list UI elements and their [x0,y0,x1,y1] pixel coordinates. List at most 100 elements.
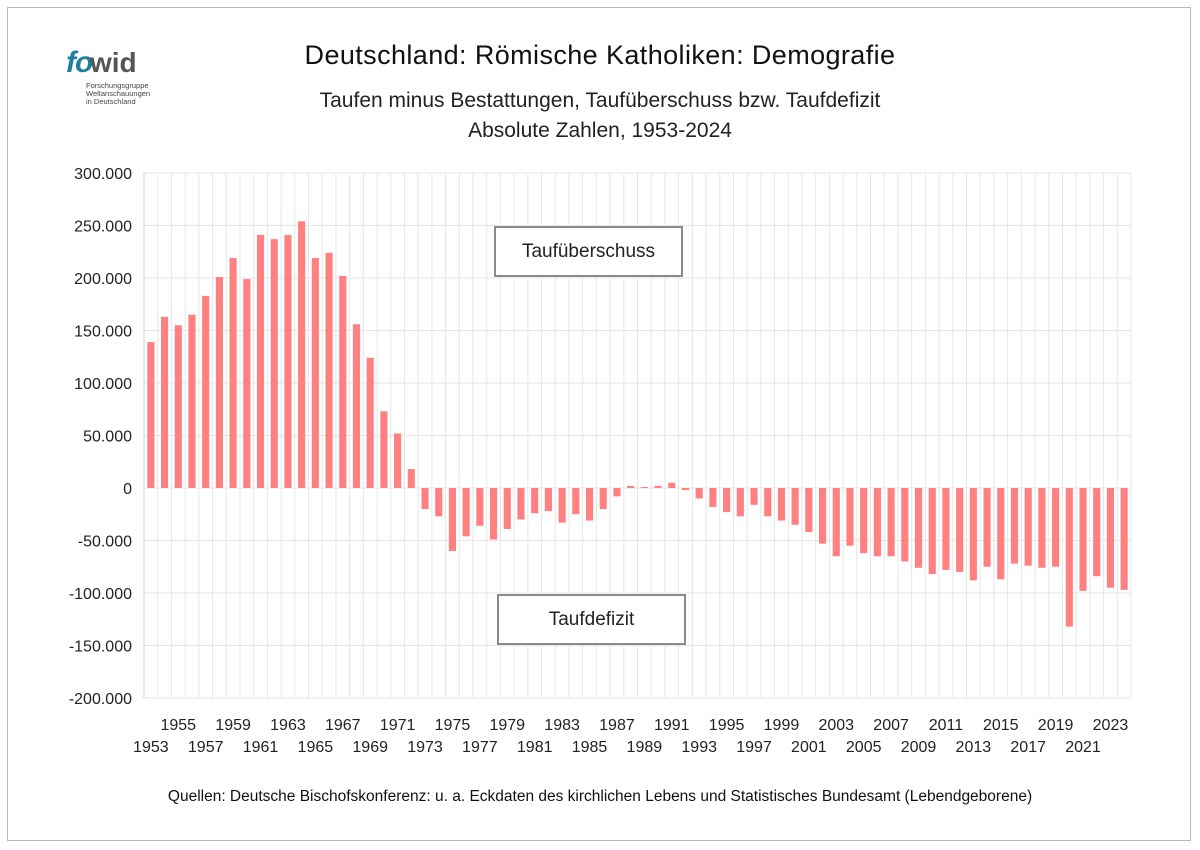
bar-1986 [599,488,607,509]
logo-fo-text: fo [66,46,93,79]
bar-2009 [914,488,923,568]
y-tick-label: 50.000 [83,429,132,446]
logo-wid-text: wid [90,47,137,78]
x-tick-label: 1971 [380,717,416,734]
bar-1995 [723,488,731,513]
y-tick-label: 250.000 [74,219,132,236]
x-tick-label: 1957 [188,739,224,756]
chart-frame [7,7,1191,841]
x-tick-label: 2015 [983,717,1019,734]
x-tick-label: 1993 [681,739,717,756]
bar-1969 [366,357,374,488]
bar-1997 [750,488,758,505]
x-tick-label: 2013 [956,739,992,756]
bar-1957 [202,295,210,488]
bar-2018 [1038,488,1046,568]
bar-2003 [832,488,840,557]
bar-2019 [1052,488,1060,567]
logo-subtext-line2: Weltanschauungen [86,89,151,98]
x-tick-label: 1969 [352,739,388,756]
bar-2008 [901,488,909,562]
x-tick-label: 1955 [160,717,196,734]
bar-1960 [243,279,251,488]
x-tick-label: 2001 [791,739,827,756]
x-tick-label: 2019 [1038,717,1074,734]
bar-2021 [1079,488,1087,591]
bar-1998 [764,488,772,517]
bar-1953 [147,342,155,488]
x-tick-label: 2023 [1093,717,1129,734]
bar-1978 [489,488,498,540]
bar-2024 [1120,488,1128,590]
bar-2016 [1010,488,1019,564]
fowid-logo: fo wid Forschungsgruppe Weltanschauungen… [66,44,176,114]
bar-1981 [531,488,539,514]
bar-1984 [572,488,580,515]
bar-2004 [846,488,854,546]
bar-2015 [997,488,1005,580]
bar-1976 [462,488,470,537]
bar-1956 [188,314,196,488]
bar-1964 [298,221,306,489]
x-tick-label: 2007 [873,717,909,734]
bar-2014 [983,488,991,567]
bar-1996 [736,488,744,517]
bar-1977 [476,488,484,526]
bar-2006 [873,488,881,557]
x-tick-label: 2003 [818,717,854,734]
bar-2001 [805,488,813,533]
logo-subtext-line3: in Deutschland [86,97,136,106]
x-tick-label: 2021 [1065,739,1101,756]
bar-1973 [421,488,429,509]
bar-1992 [681,488,690,491]
bar-1979 [503,488,511,529]
bar-1959 [229,258,237,488]
y-tick-label: 200.000 [74,271,132,288]
bar-1993 [695,488,703,499]
bar-2022 [1093,488,1101,577]
x-tick-label: 1963 [270,717,306,734]
x-tick-label: 2011 [929,717,964,734]
bar-1999 [777,488,786,521]
bar-2013 [969,488,977,581]
bar-1968 [352,324,361,488]
bar-1963 [284,234,292,488]
bar-1987 [613,488,621,497]
x-tick-label: 1973 [407,739,443,756]
annotation-deficit: Taufdefizit [497,594,686,645]
y-tick-label: 150.000 [74,324,132,341]
bar-2007 [887,488,895,557]
x-tick-label: 1999 [764,717,800,734]
x-tick-label: 2017 [1010,739,1046,756]
x-tick-label: 1987 [599,717,635,734]
x-tick-label: 1983 [544,717,580,734]
chart-subtitle-line1: Taufen minus Bestattungen, Taufüberschus… [319,89,881,112]
x-tick-label: 1997 [736,739,772,756]
x-tick-label: 1989 [627,739,663,756]
x-tick-label: 1953 [133,739,169,756]
x-tick-label: 1979 [489,717,525,734]
y-tick-label: -150.000 [69,639,132,656]
bar-1955 [174,325,182,488]
bar-1954 [160,316,169,488]
x-tick-label: 1991 [654,717,690,734]
annotation-surplus: Taufüberschuss [494,226,683,277]
y-tick-label: -200.000 [69,691,132,708]
x-tick-label: 1975 [435,717,471,734]
x-tick-label: 1967 [325,717,361,734]
bar-1971 [394,433,402,488]
bar-1974 [435,488,443,517]
y-tick-label: 100.000 [74,376,132,393]
bar-1985 [585,488,594,521]
bar-2000 [791,488,799,525]
bar-1991 [668,482,676,488]
bar-1962 [270,239,278,488]
bar-1965 [311,258,319,488]
source-note: Quellen: Deutsche Bischofskonferenz: u. … [167,788,1033,805]
x-tick-label: 1965 [298,739,334,756]
x-tick-label: 2009 [901,739,937,756]
chart-subtitle-line2: Absolute Zahlen, 1953-2024 [468,119,732,142]
y-tick-label: 0 [123,481,132,498]
bar-1980 [517,488,525,520]
